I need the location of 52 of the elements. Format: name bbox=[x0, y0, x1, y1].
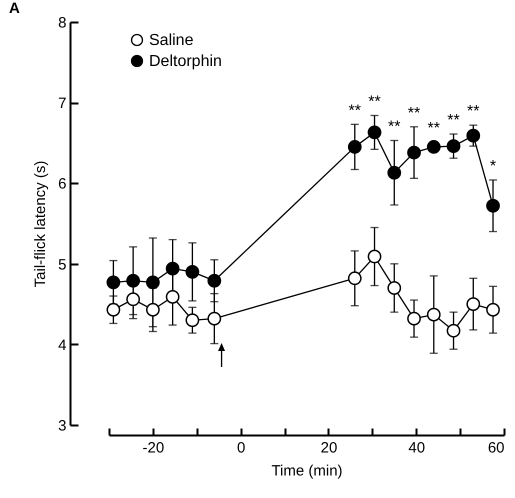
point bbox=[106, 302, 120, 317]
x-tick-label: -20 bbox=[142, 440, 164, 456]
text: A bbox=[9, 0, 20, 17]
point bbox=[426, 308, 441, 322]
legend-label: Deltorphin bbox=[149, 53, 222, 70]
point bbox=[186, 265, 200, 279]
point bbox=[166, 290, 180, 304]
point bbox=[426, 140, 441, 154]
point bbox=[387, 281, 402, 295]
point bbox=[446, 324, 460, 338]
x-tick-label: 20 bbox=[320, 440, 338, 456]
annotation: ** bbox=[408, 104, 420, 122]
point bbox=[146, 302, 160, 317]
point bbox=[166, 262, 180, 276]
annotation: ** bbox=[368, 93, 381, 110]
point bbox=[407, 146, 421, 160]
point bbox=[486, 198, 500, 213]
point bbox=[348, 271, 362, 286]
y-tick-label: 5 bbox=[58, 256, 66, 274]
point bbox=[348, 140, 362, 154]
point bbox=[368, 250, 382, 264]
y-tick-label: 4 bbox=[58, 336, 66, 354]
point bbox=[446, 139, 460, 153]
y-axis-title: Tail-flick latency (s) bbox=[32, 160, 50, 288]
annotation: ** bbox=[428, 120, 440, 138]
point bbox=[486, 302, 500, 317]
y-tick-label: 8 bbox=[58, 14, 66, 32]
point bbox=[126, 274, 140, 288]
point bbox=[146, 275, 160, 290]
point bbox=[126, 292, 140, 306]
annotation: ** bbox=[348, 102, 362, 120]
annotation: * bbox=[490, 158, 496, 175]
point bbox=[466, 297, 480, 311]
point bbox=[466, 128, 480, 143]
x-tick-label: 60 bbox=[488, 440, 504, 456]
point bbox=[368, 126, 382, 140]
x-tick-label: 0 bbox=[236, 440, 246, 456]
y-tick-label: 7 bbox=[58, 95, 66, 112]
annotation: ** bbox=[388, 118, 401, 136]
y-tick-label: 3 bbox=[58, 418, 66, 434]
annotation: ** bbox=[447, 112, 460, 130]
x-tick-label: 40 bbox=[408, 440, 426, 456]
point bbox=[186, 313, 200, 328]
legend-label: Saline bbox=[149, 32, 194, 49]
point bbox=[407, 312, 421, 326]
annotation: ** bbox=[467, 103, 480, 120]
point bbox=[387, 166, 402, 180]
point bbox=[106, 275, 120, 290]
x-axis-title: Time (min) bbox=[271, 462, 343, 480]
point bbox=[207, 274, 222, 288]
point bbox=[207, 312, 222, 326]
y-tick-label: 6 bbox=[58, 176, 66, 193]
